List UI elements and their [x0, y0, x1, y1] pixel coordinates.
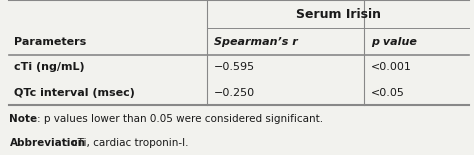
Text: QTc interval (msec): QTc interval (msec)	[14, 88, 135, 98]
Text: Spearman’s r: Spearman’s r	[214, 37, 298, 47]
Text: : p values lower than 0.05 were considered significant.: : p values lower than 0.05 were consider…	[37, 114, 323, 124]
Text: <0.05: <0.05	[371, 88, 404, 98]
Text: : cTi, cardiac troponin-I.: : cTi, cardiac troponin-I.	[65, 138, 189, 148]
Text: cTi (ng/mL): cTi (ng/mL)	[14, 62, 85, 72]
Text: Serum Irisin: Serum Irisin	[296, 8, 381, 21]
Text: −0.595: −0.595	[214, 62, 255, 72]
Text: −0.250: −0.250	[214, 88, 255, 98]
Text: <0.001: <0.001	[371, 62, 411, 72]
Text: p value: p value	[371, 37, 417, 47]
Text: Parameters: Parameters	[14, 37, 86, 47]
Text: Abbreviation: Abbreviation	[9, 138, 85, 148]
Text: Note: Note	[9, 114, 37, 124]
